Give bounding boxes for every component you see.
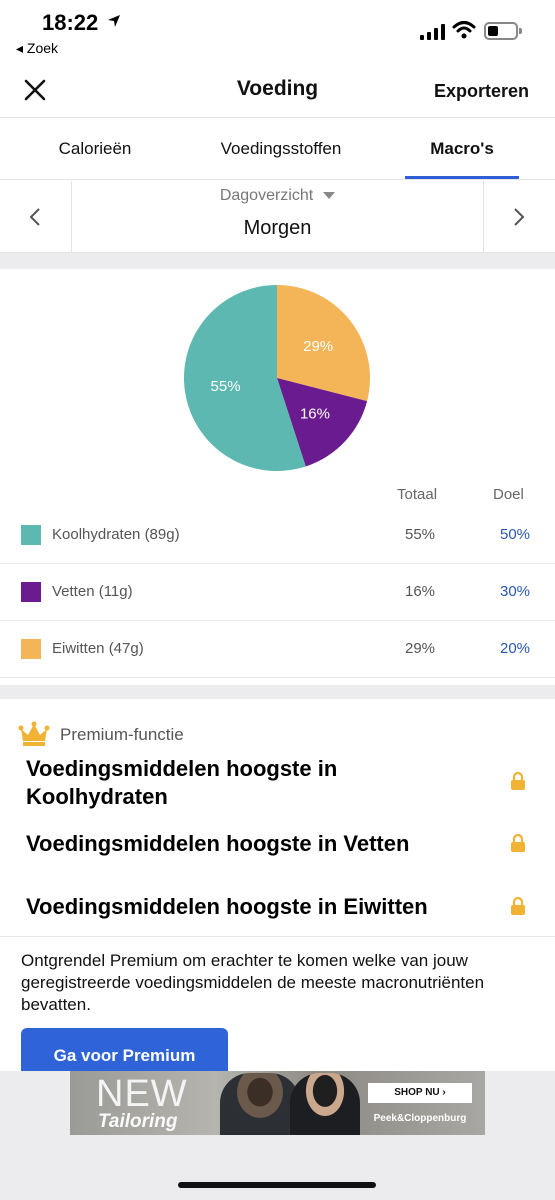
tab-nutrients[interactable]: Voedingsstoffen <box>220 139 342 158</box>
ad-headline: NEW <box>96 1073 188 1115</box>
crown-icon <box>18 721 50 746</box>
macro-goal[interactable]: 30% <box>500 583 531 600</box>
column-header-goal: Doel <box>493 486 524 503</box>
ad-area: NEW Tailoring SHOP NU › Peek&Cloppenburg <box>0 1071 555 1200</box>
premium-feature-label: Premium-functie <box>60 725 184 744</box>
macro-goal[interactable]: 20% <box>500 640 531 657</box>
caret-down-icon <box>323 192 336 200</box>
macro-name: Eiwitten (47g) <box>52 640 144 657</box>
ad-photo-model <box>290 1073 360 1135</box>
signal-icon <box>420 24 445 40</box>
go-premium-button[interactable]: Ga voor Premium <box>21 1028 228 1078</box>
top-foods-protein-item[interactable]: Voedingsmiddelen hoogste in Eiwitten <box>26 894 428 919</box>
active-tab-indicator <box>405 176 519 179</box>
lock-icon <box>511 833 525 852</box>
previous-day-button[interactable] <box>0 181 72 253</box>
back-to-app-link[interactable]: ◂ Zoek <box>16 40 59 56</box>
wifi-icon <box>452 21 476 39</box>
period-selector: Dagoverzicht Morgen <box>0 181 555 253</box>
premium-card: Premium-functie Voedingsmiddelen hoogste… <box>0 699 555 1078</box>
home-indicator <box>178 1182 376 1188</box>
tab-calories[interactable]: Calorieën <box>58 139 132 158</box>
section-separator <box>0 253 555 269</box>
view-dropdown-label: Dagoverzicht <box>219 187 314 204</box>
macro-name: Koolhydraten (89g) <box>52 526 180 543</box>
macro-pie-chart: 29% 16% 55% <box>184 285 371 471</box>
pie-slice-vetten <box>277 378 368 467</box>
macro-total: 29% <box>405 640 436 657</box>
chevron-left-icon <box>29 208 40 226</box>
macro-chart-card: 29% 16% 55% Totaal Doel Koolhydraten (89g)… <box>0 269 555 685</box>
tab-macros[interactable]: Macro's <box>430 139 494 158</box>
lock-icon <box>511 896 525 915</box>
export-button[interactable]: Exporteren <box>433 81 529 101</box>
location-arrow-icon <box>108 15 120 27</box>
view-dropdown[interactable]: Dagoverzicht <box>72 187 483 205</box>
column-header-total: Totaal <box>397 486 438 503</box>
tab-bar: Calorieën Voedingsstoffen Macro's <box>0 119 555 180</box>
status-bar: 18:22 ◂ Zoek <box>0 0 555 60</box>
battery-icon <box>484 22 518 40</box>
pie-slice-koolhydraten <box>184 285 306 471</box>
color-swatch <box>21 639 41 659</box>
macro-name: Vetten (11g) <box>52 583 133 600</box>
status-time: 18:22 <box>42 10 99 35</box>
next-day-button[interactable] <box>483 181 555 253</box>
macro-row-fats: Vetten (11g) 16% 30% <box>0 564 555 621</box>
divider <box>0 936 555 937</box>
ad-photo-model <box>220 1073 300 1135</box>
ad-banner[interactable]: NEW Tailoring SHOP NU › Peek&Cloppenburg <box>70 1071 485 1135</box>
selected-day: Morgen <box>243 217 312 239</box>
macro-total: 16% <box>405 583 436 600</box>
chevron-right-icon <box>514 208 525 226</box>
nav-bar: Voeding Exporteren <box>0 60 555 118</box>
macro-total: 55% <box>405 526 436 543</box>
top-foods-carbs-item[interactable]: Voedingsmiddelen hoogste in Koolhydraten <box>26 756 338 809</box>
pie-slice-eiwitten <box>277 285 371 402</box>
color-swatch <box>21 525 41 545</box>
macro-goal[interactable]: 50% <box>500 526 531 543</box>
pie-label-vetten: 16% <box>300 406 330 423</box>
macro-row-protein: Eiwitten (47g) 29% 20% <box>0 621 555 678</box>
pie-label-koolhydraten: 55% <box>211 378 241 395</box>
ad-subline: Tailoring <box>98 1111 178 1132</box>
pie-label-eiwitten: 29% <box>303 338 333 355</box>
close-icon[interactable] <box>22 77 48 103</box>
premium-description: Ontgrendel Premium om erachter te komen … <box>21 951 485 1014</box>
lock-icon <box>511 771 525 790</box>
macro-row-carbs: Koolhydraten (89g) 55% 50% <box>0 507 555 564</box>
section-separator <box>0 685 555 699</box>
color-swatch <box>21 582 41 602</box>
ad-shop-button[interactable]: SHOP NU › <box>368 1083 472 1103</box>
battery-tip <box>519 28 522 34</box>
top-foods-fats-item[interactable]: Voedingsmiddelen hoogste in Vetten <box>26 831 410 856</box>
ad-brand-logo: Peek&Cloppenburg <box>373 1113 467 1124</box>
